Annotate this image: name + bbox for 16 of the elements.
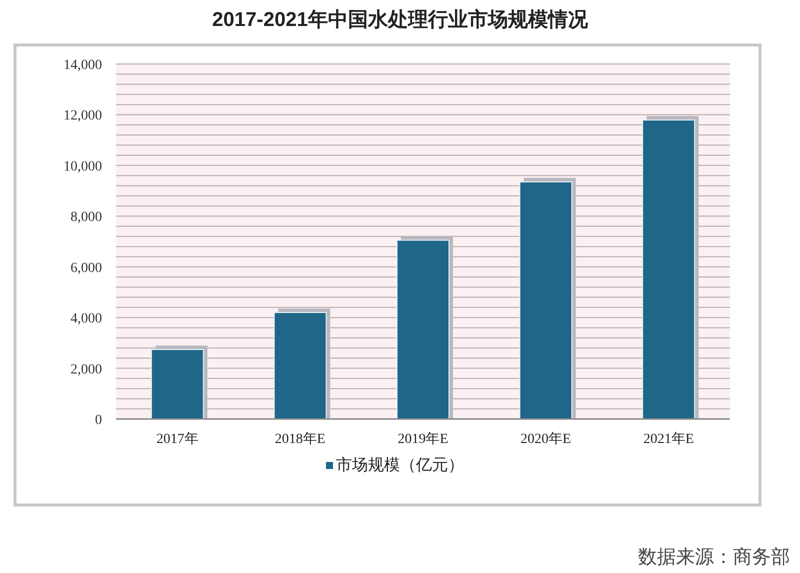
legend-label: 市场规模（亿元） [336,456,464,474]
x-tick-label: 2021年E [643,431,694,447]
y-tick-label: 2,000 [70,362,102,378]
chart-title: 2017-2021年中国水处理行业市场规模情况 [212,8,589,31]
y-tick-label: 8,000 [70,210,102,226]
source-note: 数据来源：商务部 [638,546,790,568]
y-tick-label: 10,000 [64,159,102,174]
y-tick-label: 0 [95,413,102,428]
x-tick-label: 2018年E [274,431,326,447]
y-tick-label: 6,000 [70,260,102,276]
x-tick-label: 2019年E [398,431,448,447]
x-tick-label: 2020年E [520,431,572,447]
y-tick-label: 14,000 [64,58,102,73]
y-tick-label: 12,000 [64,108,102,124]
x-tick-label: 2017年 [156,431,198,447]
y-tick-label: 4,000 [70,312,102,327]
